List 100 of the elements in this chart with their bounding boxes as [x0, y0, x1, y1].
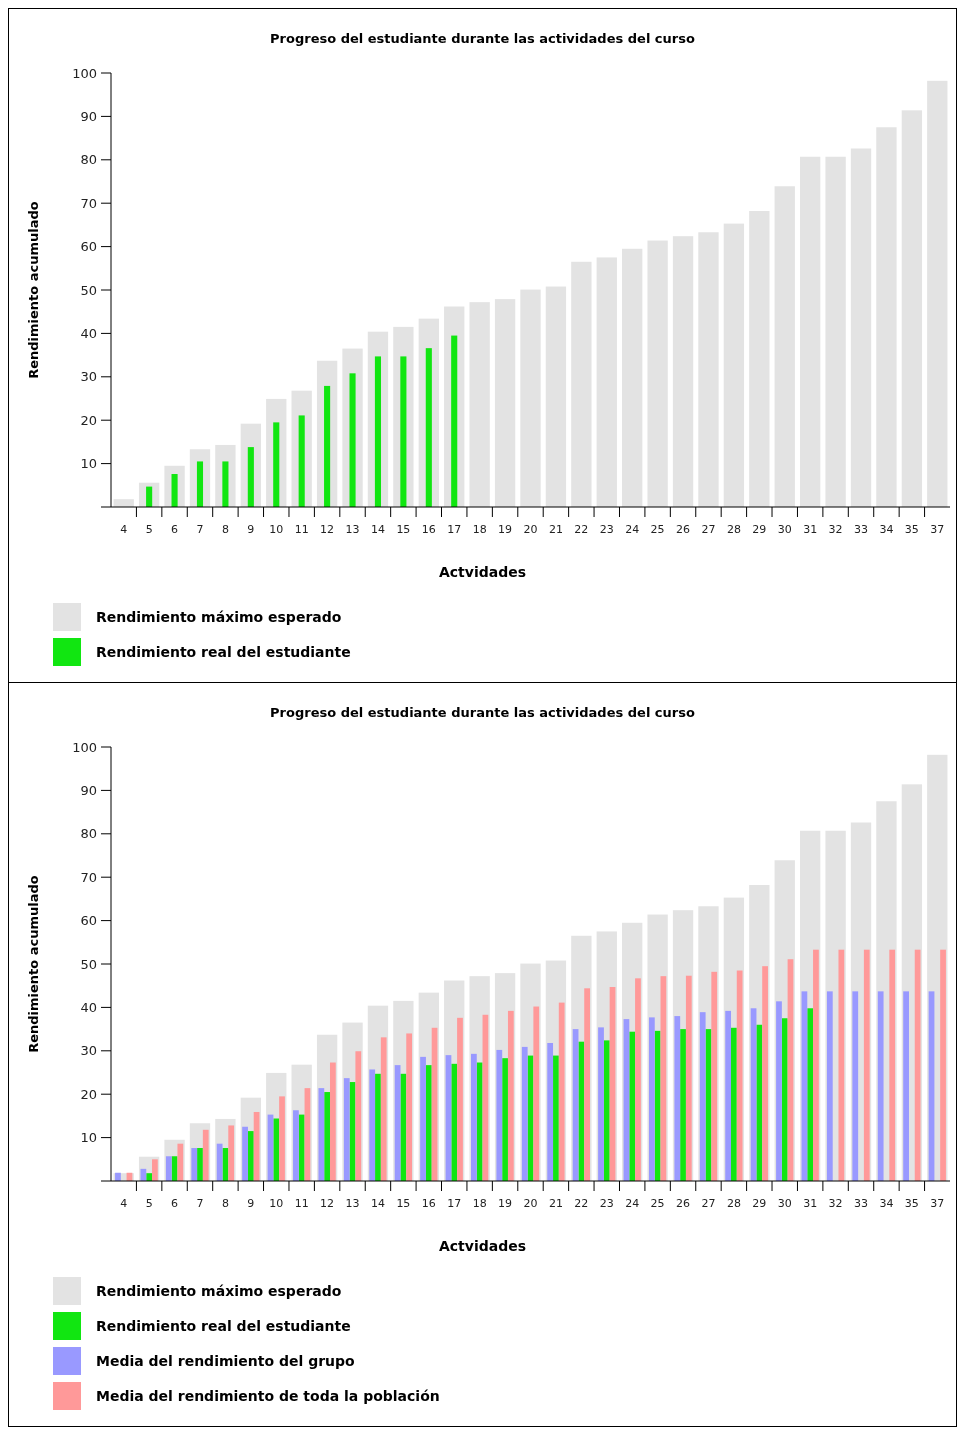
y-tick-label: 30: [80, 369, 97, 385]
bar: [494, 299, 516, 507]
bar: [247, 1131, 254, 1181]
bar: [191, 1148, 198, 1181]
bar: [273, 1118, 280, 1181]
bar: [826, 991, 833, 1181]
bar: [680, 1029, 686, 1181]
bar: [502, 1058, 508, 1181]
x-tick-label: 23: [599, 1197, 614, 1210]
bar: [654, 1030, 661, 1181]
y-tick-label: 60: [80, 913, 97, 929]
bar: [406, 1033, 413, 1181]
bar: [781, 1018, 788, 1181]
y-tick-label: 40: [80, 999, 97, 1015]
y-tick-label: 30: [80, 1043, 97, 1059]
y-tick-label: 80: [80, 826, 97, 842]
bar: [425, 348, 432, 507]
bar: [629, 1031, 636, 1181]
chart-title: Progreso del estudiante durante las actividades del curso: [270, 705, 695, 720]
bar: [400, 356, 407, 507]
y-tick-label: 10: [80, 456, 97, 472]
x-tick-label: 35: [904, 523, 919, 536]
x-tick-label: 33: [854, 1197, 869, 1210]
x-tick-label: 28: [726, 1197, 741, 1210]
legend-label: Rendimiento máximo esperado: [96, 1282, 342, 1299]
bar: [571, 261, 592, 507]
bar: [553, 1055, 559, 1181]
bar: [247, 447, 254, 507]
y-tick-label: 20: [80, 412, 97, 428]
x-tick-label: 12: [320, 523, 335, 536]
y-tick-label: 90: [80, 782, 97, 798]
bar: [622, 248, 643, 507]
bar: [425, 1065, 432, 1181]
y-tick-label: 100: [72, 65, 97, 81]
x-tick-label: 6: [171, 523, 179, 536]
bar: [374, 356, 382, 507]
bar: [756, 1024, 763, 1181]
bar: [228, 1125, 235, 1181]
bar: [838, 949, 845, 1181]
bar: [202, 1129, 209, 1181]
x-tick-label: 33: [854, 523, 869, 536]
bar: [355, 1051, 362, 1181]
bar: [471, 1053, 477, 1181]
x-tick-label: 19: [498, 523, 513, 536]
x-tick-label: 8: [221, 523, 229, 536]
x-tick-label: 29: [752, 523, 767, 536]
x-tick-label: 24: [625, 523, 640, 536]
bar: [807, 1008, 814, 1181]
x-tick-label: 26: [676, 523, 691, 536]
x-tick-label: 11: [294, 523, 309, 536]
bar: [165, 1156, 172, 1181]
y-tick-label: 40: [80, 325, 97, 341]
x-tick-label: 16: [421, 1197, 436, 1210]
x-tick-label: 24: [625, 1197, 640, 1210]
bar: [545, 286, 567, 507]
chart-title: Progreso del estudiante durante las actividades del curso: [270, 31, 695, 46]
bar: [140, 1168, 147, 1181]
x-tick-label: 21: [548, 523, 563, 536]
x-tick-label: 5: [145, 523, 153, 536]
bar: [648, 1017, 655, 1181]
bar: [558, 1002, 565, 1181]
x-tick-label: 26: [676, 1197, 691, 1210]
x-tick-label: 10: [269, 523, 284, 536]
bar: [293, 1110, 299, 1181]
x-tick-label: 37: [930, 523, 945, 536]
x-tick-label: 14: [370, 1197, 385, 1210]
y-tick-label: 20: [80, 1086, 97, 1102]
legend-label: Media del rendimiento del grupo: [96, 1352, 356, 1369]
bar: [420, 1056, 426, 1181]
x-tick-label: 18: [472, 523, 487, 536]
legend-label: Rendimiento real del estudiante: [96, 643, 351, 660]
bar: [725, 1010, 732, 1181]
bar: [222, 461, 229, 507]
x-tick-label: 34: [879, 1197, 894, 1210]
x-tick-label: 20: [523, 523, 538, 536]
bar: [711, 971, 718, 1181]
x-tick-label: 6: [171, 1197, 179, 1210]
bar: [736, 970, 743, 1181]
x-tick-label: 18: [472, 1197, 487, 1210]
x-tick-label: 11: [294, 1197, 309, 1210]
x-tick-label: 19: [498, 1197, 513, 1210]
legend-label: Media del rendimiento de toda la población: [96, 1387, 440, 1404]
y-tick-label: 60: [80, 239, 97, 255]
bar: [451, 1063, 458, 1181]
x-tick-label: 37: [930, 1197, 945, 1210]
x-tick-label: 25: [650, 1197, 665, 1210]
x-tick-label: 27: [701, 523, 716, 536]
x-tick-label: 28: [726, 523, 741, 536]
bar: [279, 1096, 285, 1181]
bar: [596, 257, 617, 507]
x-tick-label: 30: [777, 1197, 792, 1210]
y-tick-label: 70: [80, 195, 97, 211]
bar: [469, 302, 490, 507]
bar: [177, 1143, 184, 1181]
bar: [731, 1027, 737, 1181]
x-tick-label: 16: [421, 523, 436, 536]
x-tick-label: 10: [269, 1197, 284, 1210]
bar: [197, 1148, 203, 1181]
bar: [889, 949, 896, 1181]
bar: [343, 1078, 350, 1181]
